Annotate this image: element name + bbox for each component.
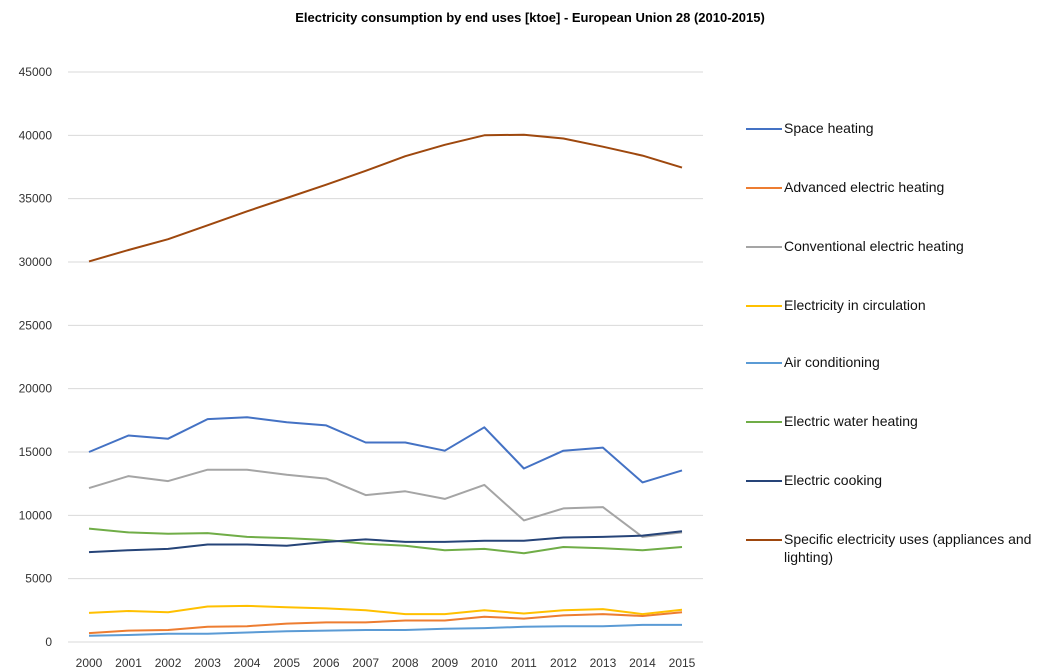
x-tick-label: 2006 — [313, 656, 340, 670]
legend-label: Conventional electric heating — [784, 238, 964, 254]
series-line-4 — [88, 623, 682, 637]
x-tick-label: 2005 — [273, 656, 300, 670]
x-tick-label: 2007 — [352, 656, 379, 670]
y-tick-label: 20000 — [19, 382, 53, 396]
y-tick-label: 10000 — [19, 508, 53, 522]
legend-label: Electric cooking — [784, 472, 883, 488]
legend-swatch — [746, 305, 782, 307]
x-tick-label: 2015 — [669, 656, 696, 670]
x-tick-label: 2011 — [511, 656, 537, 670]
legend-swatch — [746, 539, 782, 541]
series-line-2 — [88, 468, 683, 538]
x-tick-label: 2000 — [76, 656, 103, 670]
legend-label: Advanced electric heating — [784, 179, 945, 195]
x-tick-label: 2003 — [194, 656, 221, 670]
legend-swatch — [746, 421, 782, 423]
series-lines — [88, 133, 683, 637]
legend-label: Air conditioning — [784, 354, 880, 370]
legend-swatch — [746, 362, 782, 364]
y-tick-label: 25000 — [19, 318, 53, 332]
gridlines — [68, 71, 703, 643]
legend-swatch — [746, 480, 782, 482]
legend-item: Specific electricity uses (appliances an… — [746, 530, 1060, 566]
y-axis-tick-labels: 0 5000 10000 15000 20000 25000 30000 35000 40000… — [19, 65, 53, 649]
x-axis-tick-labels: 2000 2001 2002 2003 2004 2005 2006 2007 2008 2009… — [76, 656, 696, 670]
legend-label: Space heating — [784, 120, 874, 136]
y-tick-label: 15000 — [19, 445, 53, 459]
legend-item: Electric cooking — [746, 471, 1060, 489]
x-tick-label: 2002 — [155, 656, 182, 670]
legend-swatch — [746, 128, 782, 130]
x-tick-label: 2013 — [590, 656, 617, 670]
x-tick-label: 2012 — [550, 656, 577, 670]
y-tick-label: 40000 — [19, 128, 53, 142]
y-tick-label: 5000 — [25, 572, 52, 586]
x-tick-label: 2004 — [234, 656, 261, 670]
series-line-5 — [88, 527, 683, 555]
legend-swatch — [746, 187, 782, 189]
legend-label: Specific electricity uses (appliances an… — [784, 531, 1032, 565]
y-tick-label: 45000 — [19, 65, 53, 79]
series-line-0 — [88, 416, 683, 484]
x-tick-label: 2014 — [629, 656, 656, 670]
y-tick-label: 35000 — [19, 192, 53, 206]
legend-item: Space heating — [746, 119, 1060, 137]
legend-swatch — [746, 246, 782, 248]
legend-item: Electricity in circulation — [746, 296, 1060, 314]
legend-item: Air conditioning — [746, 353, 1060, 371]
series-line-6 — [88, 530, 683, 554]
y-tick-label: 30000 — [19, 255, 53, 269]
legend-label: Electricity in circulation — [784, 297, 926, 313]
x-tick-label: 2010 — [471, 656, 498, 670]
legend-label: Electric water heating — [784, 413, 918, 429]
series-line-1 — [88, 611, 683, 635]
legend-item: Conventional electric heating — [746, 237, 1060, 255]
series-line-7 — [88, 133, 683, 263]
x-tick-label: 2009 — [431, 656, 458, 670]
chart-title: Electricity consumption by end uses [kto… — [295, 10, 765, 25]
series-line-3 — [88, 604, 683, 616]
x-tick-label: 2001 — [115, 656, 142, 670]
legend-item: Electric water heating — [746, 412, 1060, 430]
y-tick-label: 0 — [45, 635, 52, 649]
x-tick-label: 2008 — [392, 656, 419, 670]
legend-item: Advanced electric heating — [746, 178, 1060, 196]
